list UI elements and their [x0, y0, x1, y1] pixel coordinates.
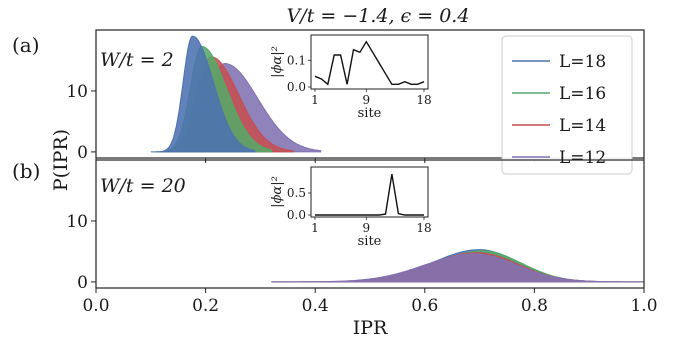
x-tick-label: 0.4 — [302, 296, 329, 316]
panel-b-label: (b) — [12, 159, 40, 183]
inset-y-tick-label: 0.0 — [287, 208, 306, 222]
inset-y-tick-label: 0.5 — [287, 186, 306, 200]
inset-y-label: |ϕα|² — [270, 46, 285, 78]
panel-a-inset: 1 9 18 0.0 0.1 site |ϕα|² — [270, 34, 432, 121]
panel-b-axes: 0.0 0.2 0.4 0.6 0.8 1.0 0 10 — [66, 159, 658, 316]
inset-x-tick-label: 9 — [362, 93, 370, 107]
panel-a-density-areas — [150, 35, 322, 153]
legend-label-l18: L=18 — [559, 52, 606, 72]
panel-b-inset-line — [315, 173, 424, 216]
panel-b-inset: 1 9 18 0.0 0.5 site |ϕα|² — [270, 166, 432, 249]
inset-y-tick-label: 0.1 — [287, 53, 306, 67]
inset-x-tick-label: 18 — [416, 221, 431, 235]
panel-a-annotation: W/t = 2 — [100, 49, 174, 71]
shared-y-axis-label: P(IPR) — [50, 129, 72, 191]
legend: L=18 L=16 L=14 L=12 — [501, 35, 633, 175]
legend-label-l14: L=14 — [559, 116, 606, 136]
panel-a-y-tick-label: 0 — [77, 143, 88, 163]
panel-b-inset-frame — [310, 166, 429, 218]
x-tick-label: 0.2 — [192, 296, 219, 316]
panel-a-area-l18 — [150, 35, 256, 153]
inset-x-tick-label: 9 — [362, 221, 370, 235]
panel-a-inset-line — [314, 40, 425, 86]
panel-b-density-areas — [271, 249, 644, 283]
legend-label-l16: L=16 — [559, 84, 606, 104]
x-tick-label: 0.8 — [521, 296, 548, 316]
x-tick-label: 0.6 — [411, 296, 438, 316]
panel-a-inset-frame — [310, 34, 429, 90]
inset-y-tick-label: 0.0 — [287, 80, 306, 94]
panel-b-frame — [95, 159, 645, 289]
x-tick-label: 0.0 — [82, 296, 109, 316]
shared-x-axis-label: IPR — [353, 317, 388, 339]
legend-label-l12: L=12 — [559, 148, 606, 168]
inset-x-tick-label: 1 — [311, 93, 319, 107]
panel-a: 0 10 (a) W/t = 2 1 9 18 0.0 0.1 site |ϕα|² L=18… — [12, 29, 645, 175]
inset-x-label: site — [358, 234, 382, 249]
panel-a-frame — [95, 29, 645, 159]
panel-a-y-tick-label: 10 — [66, 82, 88, 102]
panel-b-area-l12 — [271, 253, 644, 283]
panel-a-label: (a) — [12, 33, 40, 57]
x-tick-label: 1.0 — [630, 296, 657, 316]
inset-y-label: |ϕα|² — [270, 176, 285, 208]
inset-x-label: site — [358, 106, 382, 121]
panel-b-annotation: W/t = 20 — [100, 175, 186, 197]
panel-b-y-tick-label: 0 — [77, 273, 88, 293]
panel-b-y-tick-label: 10 — [66, 212, 88, 232]
figure-title: V/t = −1.4, ϵ = 0.4 — [287, 5, 470, 27]
legend-frame — [501, 35, 633, 175]
inset-x-tick-label: 1 — [311, 221, 319, 235]
inset-x-tick-label: 18 — [416, 93, 431, 107]
